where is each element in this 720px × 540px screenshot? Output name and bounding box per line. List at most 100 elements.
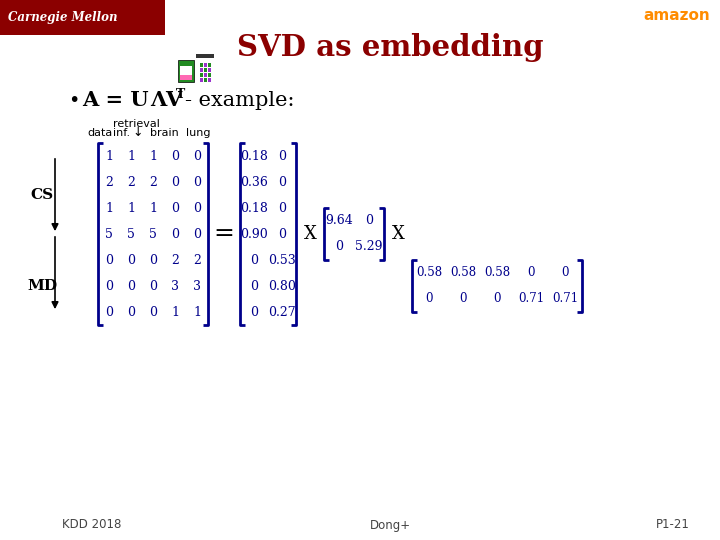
Text: - example:: - example: xyxy=(185,91,294,110)
Text: 0: 0 xyxy=(426,293,433,306)
Text: 0: 0 xyxy=(278,176,286,188)
Text: ↓: ↓ xyxy=(132,126,143,139)
Text: KDD 2018: KDD 2018 xyxy=(62,518,122,531)
Text: 2: 2 xyxy=(193,253,201,267)
Text: 2: 2 xyxy=(105,176,113,188)
Text: 2: 2 xyxy=(171,253,179,267)
Text: 0: 0 xyxy=(193,201,201,214)
Text: 5: 5 xyxy=(127,227,135,240)
Text: 0: 0 xyxy=(493,293,500,306)
Text: inf.: inf. xyxy=(114,128,130,138)
Text: X: X xyxy=(392,225,405,243)
Text: 3: 3 xyxy=(193,280,201,293)
Text: 0.80: 0.80 xyxy=(268,280,296,293)
Text: 0: 0 xyxy=(127,306,135,319)
Text: T: T xyxy=(176,87,185,100)
Text: 9.64: 9.64 xyxy=(325,214,353,227)
Text: 0.58: 0.58 xyxy=(450,267,476,280)
Text: 0: 0 xyxy=(193,227,201,240)
FancyBboxPatch shape xyxy=(180,75,192,80)
Text: 0: 0 xyxy=(278,201,286,214)
Text: 5: 5 xyxy=(105,227,113,240)
Text: 2: 2 xyxy=(127,176,135,188)
Text: Carnegie Mellon: Carnegie Mellon xyxy=(8,11,117,24)
FancyBboxPatch shape xyxy=(178,60,194,82)
FancyBboxPatch shape xyxy=(200,78,203,82)
Text: X: X xyxy=(304,225,316,243)
Text: 0: 0 xyxy=(171,150,179,163)
FancyBboxPatch shape xyxy=(204,63,207,67)
Text: 1: 1 xyxy=(127,150,135,163)
FancyBboxPatch shape xyxy=(204,78,207,82)
Text: 0: 0 xyxy=(149,306,157,319)
Text: 0.58: 0.58 xyxy=(416,267,442,280)
Text: 1: 1 xyxy=(193,306,201,319)
FancyBboxPatch shape xyxy=(208,78,211,82)
Text: 0.27: 0.27 xyxy=(268,306,296,319)
Text: 0: 0 xyxy=(127,280,135,293)
Text: SVD as embedding: SVD as embedding xyxy=(237,33,544,63)
FancyBboxPatch shape xyxy=(0,0,165,35)
Text: 0: 0 xyxy=(278,227,286,240)
Text: •: • xyxy=(68,91,79,110)
Text: 0: 0 xyxy=(193,176,201,188)
Text: 0: 0 xyxy=(127,253,135,267)
Text: 0: 0 xyxy=(365,214,373,227)
Text: data: data xyxy=(87,128,112,138)
Text: 5.29: 5.29 xyxy=(355,240,383,253)
Text: 0: 0 xyxy=(149,280,157,293)
Text: 1: 1 xyxy=(105,201,113,214)
Text: 0.18: 0.18 xyxy=(240,150,268,163)
Text: 0.36: 0.36 xyxy=(240,176,268,188)
Text: 0.90: 0.90 xyxy=(240,227,268,240)
Text: 5: 5 xyxy=(149,227,157,240)
Text: 0: 0 xyxy=(250,253,258,267)
Text: A = U: A = U xyxy=(82,90,148,110)
Text: MD: MD xyxy=(27,279,57,293)
FancyBboxPatch shape xyxy=(196,54,214,58)
FancyBboxPatch shape xyxy=(208,68,211,72)
Text: 0: 0 xyxy=(171,227,179,240)
FancyBboxPatch shape xyxy=(200,63,203,67)
Text: 0: 0 xyxy=(250,280,258,293)
Text: 0: 0 xyxy=(105,280,113,293)
Text: retrieval: retrieval xyxy=(112,119,159,129)
FancyBboxPatch shape xyxy=(200,68,203,72)
Text: 0: 0 xyxy=(250,306,258,319)
FancyBboxPatch shape xyxy=(180,66,192,80)
Text: 0.71: 0.71 xyxy=(552,293,578,306)
Text: Dong+: Dong+ xyxy=(369,518,410,531)
Text: 0.53: 0.53 xyxy=(268,253,296,267)
Text: 1: 1 xyxy=(171,306,179,319)
Text: 1: 1 xyxy=(149,150,157,163)
Text: Λ: Λ xyxy=(150,90,166,110)
Text: 0: 0 xyxy=(149,253,157,267)
Text: 3: 3 xyxy=(171,280,179,293)
Text: brain: brain xyxy=(150,128,179,138)
Text: 0: 0 xyxy=(562,267,569,280)
Text: 0: 0 xyxy=(193,150,201,163)
FancyBboxPatch shape xyxy=(204,73,207,77)
Text: 0: 0 xyxy=(335,240,343,253)
FancyBboxPatch shape xyxy=(200,73,203,77)
Text: V: V xyxy=(165,90,181,110)
Text: 0.71: 0.71 xyxy=(518,293,544,306)
Text: 0: 0 xyxy=(105,253,113,267)
Text: amazon: amazon xyxy=(643,8,710,23)
Text: 1: 1 xyxy=(105,150,113,163)
Text: 1: 1 xyxy=(149,201,157,214)
FancyBboxPatch shape xyxy=(208,73,211,77)
Text: CS: CS xyxy=(30,188,53,202)
Text: 0: 0 xyxy=(278,150,286,163)
Text: 0: 0 xyxy=(171,201,179,214)
Text: 0: 0 xyxy=(527,267,535,280)
Text: 0.18: 0.18 xyxy=(240,201,268,214)
Text: 0: 0 xyxy=(459,293,467,306)
FancyBboxPatch shape xyxy=(208,63,211,67)
Text: lung: lung xyxy=(186,128,210,138)
Text: 2: 2 xyxy=(149,176,157,188)
Text: =: = xyxy=(214,222,235,246)
Text: 0: 0 xyxy=(171,176,179,188)
Text: 0: 0 xyxy=(105,306,113,319)
FancyBboxPatch shape xyxy=(204,68,207,72)
